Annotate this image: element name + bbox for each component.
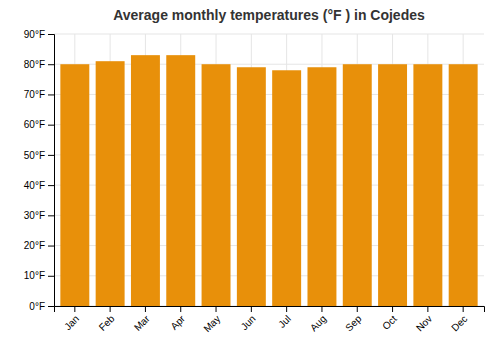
tick-label: Jun: [239, 313, 258, 332]
tick-mark: [357, 306, 358, 312]
tick-mark: [463, 306, 464, 312]
tick-label: 90°F: [24, 29, 45, 40]
bar: [378, 64, 407, 306]
tick-mark: [392, 306, 393, 312]
tick-mark: [48, 94, 54, 95]
bar: [449, 64, 478, 306]
bar: [166, 55, 195, 306]
tick-mark: [48, 34, 54, 35]
tick: Nov: [414, 306, 434, 333]
tick: Jun: [239, 306, 258, 332]
tick-label: 30°F: [24, 210, 45, 221]
tick-label: 50°F: [24, 150, 45, 161]
axis-line: [55, 307, 485, 313]
tick-label: 0°F: [29, 301, 45, 312]
bar: [202, 64, 231, 306]
tick: Mar: [132, 306, 152, 333]
bar: [307, 67, 336, 306]
tick-label: 80°F: [24, 59, 45, 70]
tick-label: May: [201, 313, 222, 334]
y-axis: 0°F 10°F 20°F 30°F 40°F 50°F 60°F 70°F 80°F 90°F: [24, 29, 55, 312]
tick: 50°F: [24, 150, 54, 161]
tick-mark: [74, 306, 75, 312]
tick-mark: [180, 306, 181, 312]
tick: 30°F: [24, 210, 54, 221]
tick-label: Jul: [276, 313, 293, 330]
tick: 10°F: [24, 270, 54, 281]
tick: Aug: [308, 306, 328, 333]
tick-mark: [48, 246, 54, 247]
tick-mark: [286, 306, 287, 312]
tick-label: 70°F: [24, 89, 45, 100]
grid-line: [54, 34, 484, 35]
bars: [60, 55, 477, 306]
tick-label: Nov: [414, 313, 434, 333]
tick-mark: [48, 215, 54, 216]
tick-mark: [48, 276, 54, 277]
tick-mark: [48, 64, 54, 65]
tick: 80°F: [24, 59, 54, 70]
bar: [413, 64, 442, 306]
tick-mark: [48, 306, 54, 307]
tick-label: Oct: [380, 313, 399, 332]
tick-mark: [48, 185, 54, 186]
tick: May: [201, 306, 222, 334]
tick-label: Mar: [132, 313, 152, 333]
tick: 60°F: [24, 119, 54, 130]
chart: Jan Feb Mar Apr May Jun Jul Aug Sep Oct Nov Dec 0°F 1…: [0, 0, 500, 350]
bar: [131, 55, 160, 306]
tick-label: Aug: [308, 313, 328, 333]
bar: [60, 64, 89, 306]
bar: [237, 67, 266, 306]
title: Average monthly temperatures (°F ) in Co…: [113, 7, 425, 23]
tick-label: 20°F: [24, 240, 45, 251]
tick: 0°F: [29, 301, 54, 312]
tick: Oct: [380, 306, 399, 332]
tick-label: 10°F: [24, 270, 45, 281]
tick-mark: [251, 306, 252, 312]
grid: [54, 34, 484, 306]
tick: Feb: [97, 306, 117, 333]
tick-label: Dec: [449, 313, 469, 333]
tick: 90°F: [24, 29, 54, 40]
tick-mark: [427, 306, 428, 312]
tick: 20°F: [24, 240, 54, 251]
tick-label: Sep: [343, 313, 364, 334]
bar: [272, 70, 301, 306]
tick-label: 60°F: [24, 119, 45, 130]
tick: Jul: [276, 306, 293, 330]
bar: [343, 64, 372, 306]
tick: 70°F: [24, 89, 54, 100]
tick-mark: [216, 306, 217, 312]
tick: 40°F: [24, 180, 54, 191]
tick-label: Apr: [168, 313, 187, 332]
tick: Apr: [168, 306, 187, 332]
tick: Jan: [62, 306, 81, 332]
tick-mark: [321, 306, 322, 312]
x-axis: Jan Feb Mar Apr May Jun Jul Aug Sep Oct Nov Dec: [55, 306, 485, 334]
tick-label: 40°F: [24, 180, 45, 191]
tick-mark: [48, 155, 54, 156]
axis-line: [48, 35, 55, 307]
tick-mark: [145, 306, 146, 312]
tick: Dec: [449, 306, 469, 333]
tick-label: Jan: [62, 313, 81, 332]
tick-mark: [110, 306, 111, 312]
bar: [96, 61, 125, 306]
tick-mark: [48, 125, 54, 126]
tick-label: Feb: [97, 313, 117, 333]
tick: Sep: [343, 306, 364, 333]
